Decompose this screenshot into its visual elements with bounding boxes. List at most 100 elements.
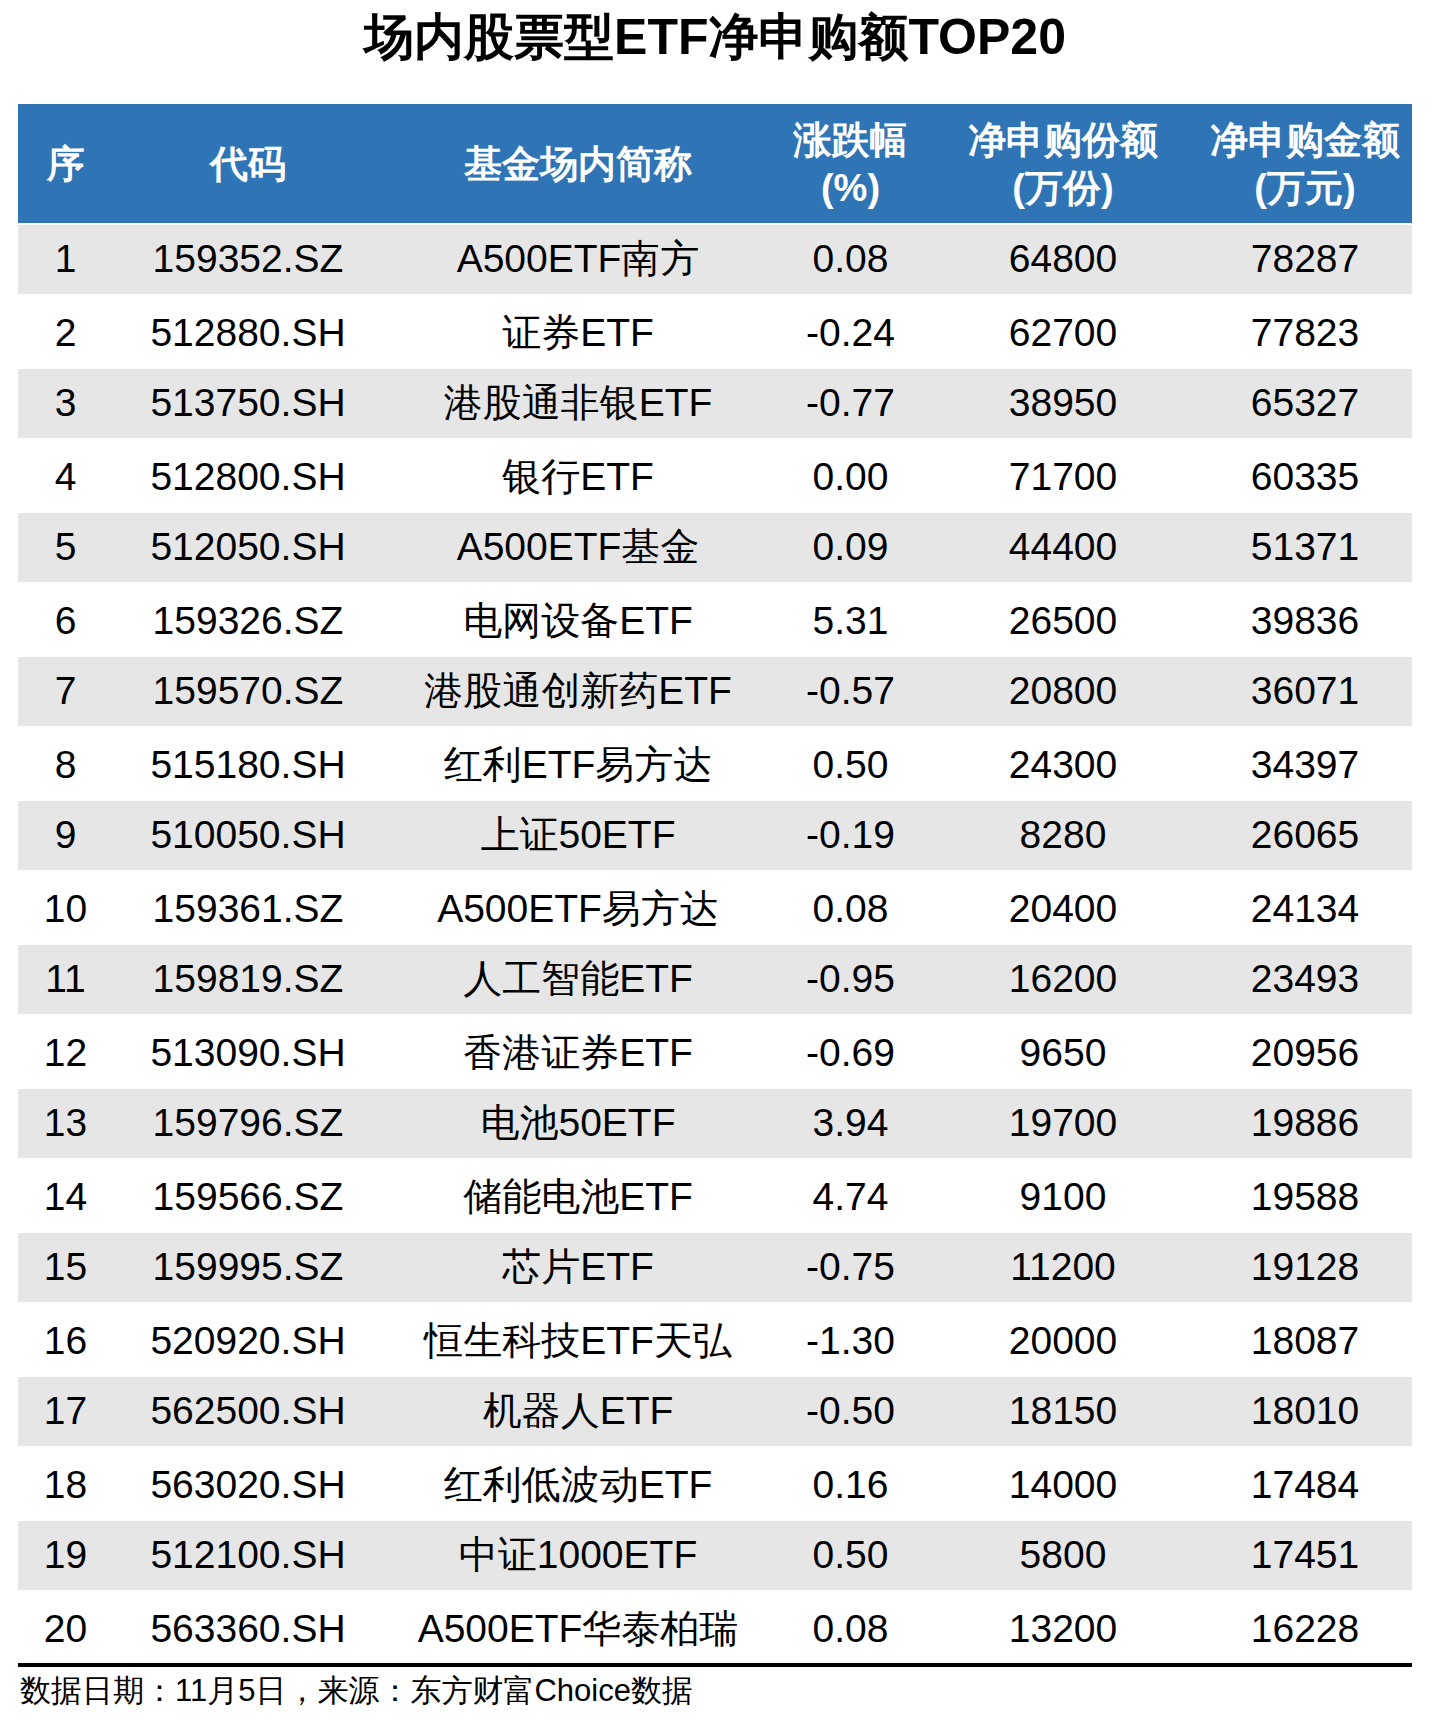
header-sublabel: (%) xyxy=(773,164,928,212)
cell-fund-name: 红利ETF易方达 xyxy=(383,728,773,800)
cell-net-shares: 62700 xyxy=(928,296,1198,368)
cell-code: 159796.SZ xyxy=(113,1088,383,1160)
cell-fund-name: 红利低波动ETF xyxy=(383,1448,773,1520)
cell-change-pct: -0.69 xyxy=(773,1016,928,1088)
cell-code: 512100.SH xyxy=(113,1520,383,1592)
table-bottom-rule xyxy=(18,1663,1412,1667)
cell-code: 563020.SH xyxy=(113,1448,383,1520)
cell-change-pct: 0.50 xyxy=(773,728,928,800)
table-row: 19 512100.SH 中证1000ETF 0.50 5800 17451 xyxy=(18,1520,1412,1592)
footer-note: 数据日期：11月5日，来源：东方财富Choice数据 xyxy=(20,1671,1414,1711)
cell-net-amount: 20956 xyxy=(1198,1016,1412,1088)
cell-code: 510050.SH xyxy=(113,800,383,872)
cell-code: 159570.SZ xyxy=(113,656,383,728)
cell-net-amount: 17451 xyxy=(1198,1520,1412,1592)
cell-rank: 20 xyxy=(18,1592,113,1664)
cell-rank: 13 xyxy=(18,1088,113,1160)
cell-net-amount: 36071 xyxy=(1198,656,1412,728)
cell-code: 562500.SH xyxy=(113,1376,383,1448)
table-row: 6 159326.SZ 电网设备ETF 5.31 26500 39836 xyxy=(18,584,1412,656)
cell-rank: 17 xyxy=(18,1376,113,1448)
header-label: 基金场内简称 xyxy=(383,140,773,188)
cell-code: 520920.SH xyxy=(113,1304,383,1376)
cell-net-amount: 26065 xyxy=(1198,800,1412,872)
cell-net-shares: 26500 xyxy=(928,584,1198,656)
cell-change-pct: -0.77 xyxy=(773,368,928,440)
column-header-net-amount: 净申购金额 (万元) xyxy=(1198,104,1412,224)
cell-fund-name: 芯片ETF xyxy=(383,1232,773,1304)
cell-code: 159819.SZ xyxy=(113,944,383,1016)
cell-rank: 6 xyxy=(18,584,113,656)
table-row: 10 159361.SZ A500ETF易方达 0.08 20400 24134 xyxy=(18,872,1412,944)
cell-net-shares: 19700 xyxy=(928,1088,1198,1160)
cell-net-amount: 78287 xyxy=(1198,224,1412,296)
cell-net-amount: 60335 xyxy=(1198,440,1412,512)
cell-rank: 15 xyxy=(18,1232,113,1304)
header-label: 净申购份额 xyxy=(928,116,1198,164)
cell-code: 512050.SH xyxy=(113,512,383,584)
table-row: 17 562500.SH 机器人ETF -0.50 18150 18010 xyxy=(18,1376,1412,1448)
table-row: 18 563020.SH 红利低波动ETF 0.16 14000 17484 xyxy=(18,1448,1412,1520)
cell-fund-name: 电网设备ETF xyxy=(383,584,773,656)
cell-net-shares: 20400 xyxy=(928,872,1198,944)
cell-change-pct: 0.16 xyxy=(773,1448,928,1520)
table-row: 12 513090.SH 香港证券ETF -0.69 9650 20956 xyxy=(18,1016,1412,1088)
cell-fund-name: 港股通创新药ETF xyxy=(383,656,773,728)
header-label: 净申购金额 xyxy=(1198,116,1412,164)
cell-rank: 18 xyxy=(18,1448,113,1520)
cell-net-amount: 19886 xyxy=(1198,1088,1412,1160)
table-row: 5 512050.SH A500ETF基金 0.09 44400 51371 xyxy=(18,512,1412,584)
cell-change-pct: 4.74 xyxy=(773,1160,928,1232)
cell-net-shares: 5800 xyxy=(928,1520,1198,1592)
table-row: 16 520920.SH 恒生科技ETF天弘 -1.30 20000 18087 xyxy=(18,1304,1412,1376)
cell-change-pct: 0.09 xyxy=(773,512,928,584)
header-label: 涨跌幅 xyxy=(773,116,928,164)
cell-rank: 2 xyxy=(18,296,113,368)
cell-net-shares: 13200 xyxy=(928,1592,1198,1664)
column-header-fund-name: 基金场内简称 xyxy=(383,104,773,224)
cell-fund-name: 储能电池ETF xyxy=(383,1160,773,1232)
cell-code: 513090.SH xyxy=(113,1016,383,1088)
cell-change-pct: 0.08 xyxy=(773,872,928,944)
table-row: 9 510050.SH 上证50ETF -0.19 8280 26065 xyxy=(18,800,1412,872)
cell-change-pct: 5.31 xyxy=(773,584,928,656)
cell-rank: 10 xyxy=(18,872,113,944)
cell-net-amount: 39836 xyxy=(1198,584,1412,656)
table-row: 13 159796.SZ 电池50ETF 3.94 19700 19886 xyxy=(18,1088,1412,1160)
cell-net-shares: 11200 xyxy=(928,1232,1198,1304)
cell-net-shares: 20000 xyxy=(928,1304,1198,1376)
page-title: 场内股票型ETF净申购额TOP20 xyxy=(18,8,1412,66)
cell-fund-name: A500ETF华泰柏瑞 xyxy=(383,1592,773,1664)
cell-net-shares: 9100 xyxy=(928,1160,1198,1232)
cell-rank: 19 xyxy=(18,1520,113,1592)
cell-net-amount: 18010 xyxy=(1198,1376,1412,1448)
cell-net-amount: 51371 xyxy=(1198,512,1412,584)
cell-net-amount: 17484 xyxy=(1198,1448,1412,1520)
table-row: 14 159566.SZ 储能电池ETF 4.74 9100 19588 xyxy=(18,1160,1412,1232)
cell-net-amount: 34397 xyxy=(1198,728,1412,800)
cell-code: 159361.SZ xyxy=(113,872,383,944)
cell-rank: 12 xyxy=(18,1016,113,1088)
cell-fund-name: 电池50ETF xyxy=(383,1088,773,1160)
cell-net-amount: 77823 xyxy=(1198,296,1412,368)
cell-rank: 4 xyxy=(18,440,113,512)
cell-net-amount: 19128 xyxy=(1198,1232,1412,1304)
cell-net-shares: 14000 xyxy=(928,1448,1198,1520)
cell-net-shares: 24300 xyxy=(928,728,1198,800)
table-header: 序 代码 基金场内简称 xyxy=(18,104,1412,224)
table-row: 11 159819.SZ 人工智能ETF -0.95 16200 23493 xyxy=(18,944,1412,1016)
table-row: 7 159570.SZ 港股通创新药ETF -0.57 20800 36071 xyxy=(18,656,1412,728)
cell-net-shares: 64800 xyxy=(928,224,1198,296)
header-row: 序 代码 基金场内简称 xyxy=(18,104,1412,224)
cell-fund-name: 银行ETF xyxy=(383,440,773,512)
cell-net-amount: 16228 xyxy=(1198,1592,1412,1664)
cell-change-pct: 3.94 xyxy=(773,1088,928,1160)
cell-change-pct: -0.95 xyxy=(773,944,928,1016)
etf-table: 序 代码 基金场内简称 xyxy=(18,104,1412,1664)
cell-net-shares: 44400 xyxy=(928,512,1198,584)
cell-rank: 7 xyxy=(18,656,113,728)
cell-rank: 14 xyxy=(18,1160,113,1232)
cell-change-pct: -0.75 xyxy=(773,1232,928,1304)
cell-net-amount: 19588 xyxy=(1198,1160,1412,1232)
cell-net-shares: 16200 xyxy=(928,944,1198,1016)
